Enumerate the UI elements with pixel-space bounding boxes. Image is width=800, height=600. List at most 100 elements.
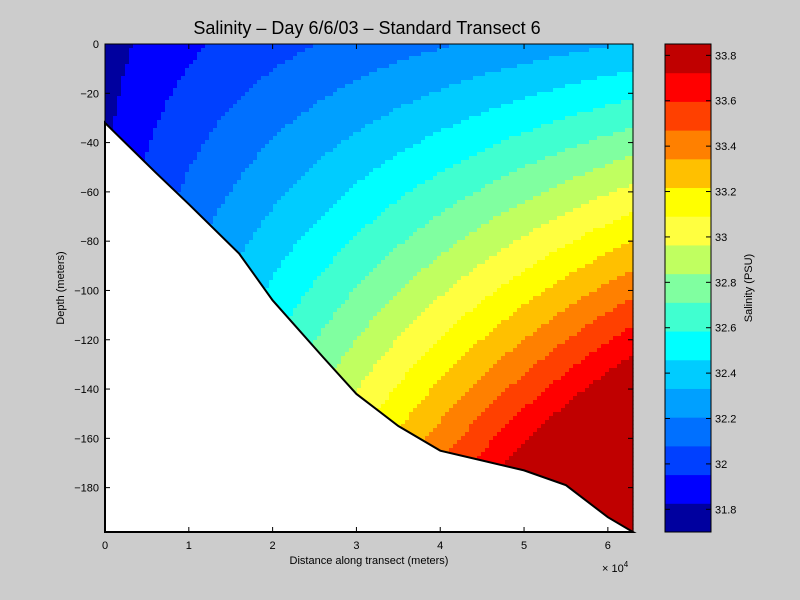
field-cell xyxy=(253,136,258,141)
field-cell xyxy=(169,132,174,137)
field-cell xyxy=(233,216,238,221)
field-cell xyxy=(245,216,250,221)
field-cell xyxy=(253,56,258,61)
field-cell xyxy=(137,100,142,105)
field-cell xyxy=(253,148,258,153)
field-cell xyxy=(117,76,122,81)
field-cell xyxy=(181,168,186,173)
field-cell xyxy=(249,244,254,249)
field-cell xyxy=(157,172,162,177)
field-cell xyxy=(125,100,130,105)
field-cell xyxy=(209,124,214,129)
field-cell xyxy=(189,136,194,141)
field-cell xyxy=(229,72,234,77)
field-cell xyxy=(245,128,250,133)
field-cell xyxy=(189,152,194,157)
field-cell xyxy=(117,104,122,109)
field-cell xyxy=(221,148,226,153)
field-cell xyxy=(209,64,214,69)
field-cell xyxy=(205,160,210,165)
field-cell xyxy=(229,68,234,73)
field-cell xyxy=(181,92,186,97)
field-cell xyxy=(125,112,130,117)
field-cell xyxy=(161,164,166,169)
field-cell xyxy=(113,80,118,85)
field-cell xyxy=(169,104,174,109)
field-cell xyxy=(257,48,262,53)
field-cell xyxy=(237,248,242,253)
field-cell xyxy=(145,48,150,53)
field-cell xyxy=(157,100,162,105)
field-cell xyxy=(189,196,194,201)
field-cell xyxy=(201,132,206,137)
field-cell xyxy=(169,48,174,53)
field-cell xyxy=(173,56,178,61)
field-cell xyxy=(145,52,150,57)
field-cell xyxy=(245,172,250,177)
field-cell xyxy=(177,92,182,97)
field-cell xyxy=(173,128,178,133)
field-cell xyxy=(225,52,230,57)
field-cell xyxy=(145,76,150,81)
field-cell xyxy=(253,88,258,93)
field-cell xyxy=(205,168,210,173)
field-cell xyxy=(141,60,146,65)
field-cell xyxy=(245,152,250,157)
field-cell xyxy=(161,72,166,77)
field-cell xyxy=(249,216,254,221)
field-cell xyxy=(241,248,246,253)
field-cell xyxy=(145,124,150,129)
field-cell xyxy=(157,160,162,165)
field-cell xyxy=(249,120,254,125)
field-cell xyxy=(201,136,206,141)
field-cell xyxy=(241,100,246,105)
field-cell xyxy=(113,76,118,81)
field-cell xyxy=(181,140,186,145)
field-cell xyxy=(217,84,222,89)
field-cell xyxy=(257,276,262,281)
field-cell xyxy=(113,92,118,97)
field-cell xyxy=(145,156,150,161)
field-cell xyxy=(245,188,250,193)
field-cell xyxy=(173,76,178,81)
field-cell xyxy=(161,80,166,85)
field-cell xyxy=(113,116,118,121)
field-cell xyxy=(165,152,170,157)
field-cell xyxy=(185,84,190,89)
field-cell xyxy=(189,160,194,165)
field-cell xyxy=(209,56,214,61)
field-cell xyxy=(197,144,202,149)
field-cell xyxy=(173,108,178,113)
field-cell xyxy=(217,188,222,193)
field-cell xyxy=(193,64,198,69)
field-cell xyxy=(133,76,138,81)
field-cell xyxy=(193,112,198,117)
field-cell xyxy=(265,192,270,197)
field-cell xyxy=(173,80,178,85)
field-cell xyxy=(205,44,210,49)
field-cell xyxy=(237,84,242,89)
field-cell xyxy=(105,100,110,105)
field-cell xyxy=(257,272,262,277)
field-cell xyxy=(237,76,242,81)
field-cell xyxy=(149,76,154,81)
field-cell xyxy=(189,56,194,61)
field-cell xyxy=(253,184,258,189)
field-cell xyxy=(201,196,206,201)
field-cell xyxy=(249,264,254,269)
field-cell xyxy=(253,156,258,161)
field-cell xyxy=(217,80,222,85)
field-cell xyxy=(233,64,238,69)
field-cell xyxy=(257,64,262,69)
field-cell xyxy=(129,76,134,81)
field-cell xyxy=(201,188,206,193)
field-cell xyxy=(253,52,258,57)
field-cell xyxy=(105,56,110,61)
field-cell xyxy=(201,44,206,49)
field-cell xyxy=(161,120,166,125)
field-cell xyxy=(257,264,262,269)
field-cell xyxy=(197,92,202,97)
field-cell xyxy=(265,256,270,261)
field-cell xyxy=(133,132,138,137)
field-cell xyxy=(217,72,222,77)
